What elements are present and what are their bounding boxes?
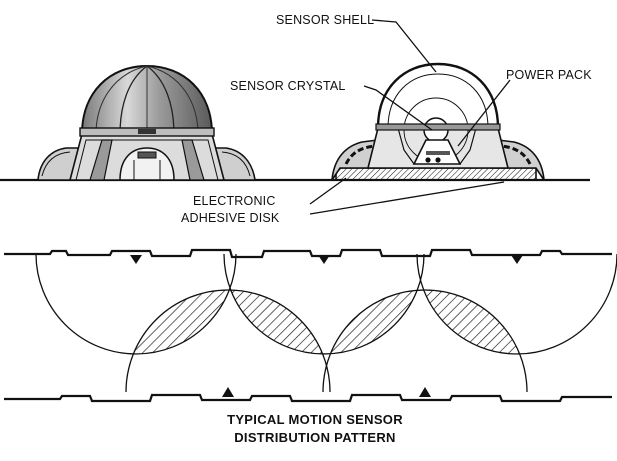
distribution-pattern (4, 248, 617, 403)
sensor-cutaway-view (331, 62, 545, 181)
sensor-exterior-view (37, 64, 256, 181)
leader-lines (309, 19, 511, 215)
label-power-pack: POWER PACK (506, 68, 592, 82)
label-adhesive-line1: ELECTRONIC (193, 194, 276, 208)
label-sensor-crystal: SENSOR CRYSTAL (230, 79, 346, 93)
caption-line1: TYPICAL MOTION SENSOR (227, 412, 403, 427)
label-adhesive-line2: ADHESIVE DISK (181, 211, 280, 225)
caption-line2: DISTRIBUTION PATTERN (234, 430, 396, 445)
label-sensor-shell: SENSOR SHELL (276, 13, 374, 27)
